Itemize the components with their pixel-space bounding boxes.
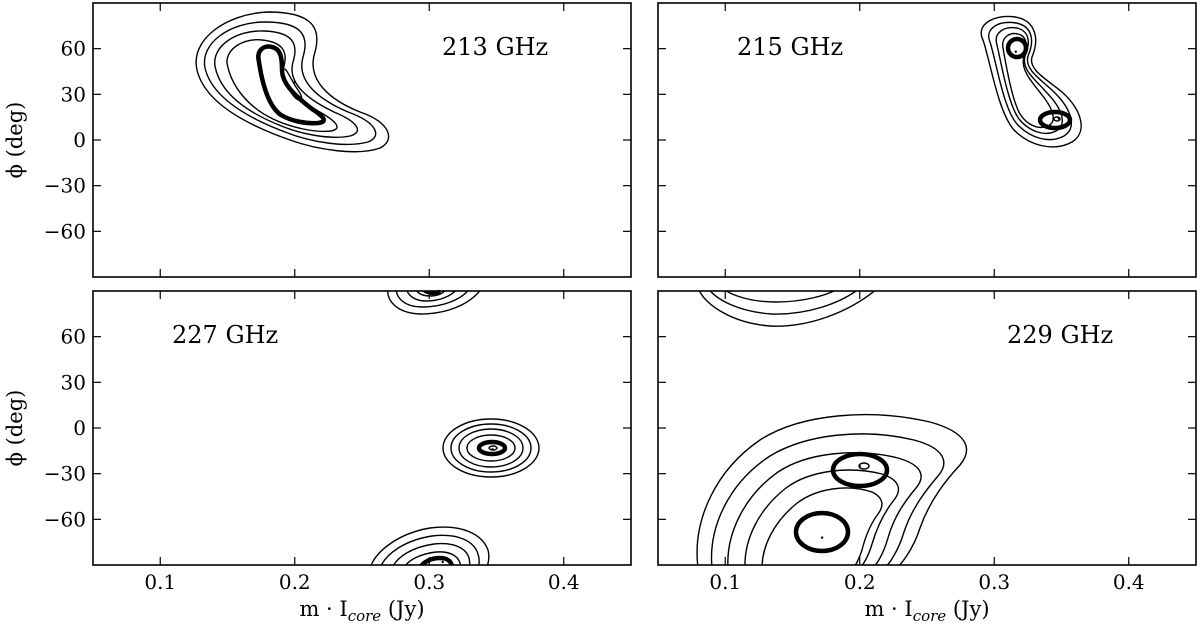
panel-229ghz: 0.1 0.2 0.3 0.4 229 GHz m · Icore (Jy) xyxy=(657,290,1197,625)
frame-229ghz xyxy=(657,290,1197,566)
label-229ghz: 229 GHz xyxy=(1007,321,1113,349)
contour-227-mid-5 xyxy=(476,439,508,457)
contour-213-level-2 xyxy=(203,21,377,146)
peak-marker-0 xyxy=(437,289,440,293)
contours-229ghz xyxy=(696,291,968,565)
y-tick-label: 0 xyxy=(73,416,86,440)
contour-213-level-1 xyxy=(195,11,390,153)
contour-215-level-2 xyxy=(988,21,1073,141)
contour-215-level-5b xyxy=(1037,109,1073,131)
contour-229-out-5 xyxy=(761,487,883,565)
x-tick-label: 0.2 xyxy=(279,570,311,594)
contour-229-top-1 xyxy=(698,291,876,327)
peak-marker-2 xyxy=(441,560,444,564)
peak-marker-0 xyxy=(293,80,296,84)
contour-227-top-4 xyxy=(415,291,446,297)
peak-marker-0 xyxy=(1014,50,1017,53)
contour-227-mid-3 xyxy=(458,428,524,468)
contour-227-top-2 xyxy=(395,291,469,308)
y-tick-label: 30 xyxy=(61,370,86,394)
contour-229-top-2 xyxy=(709,291,858,315)
x-axis-label-229ghz: m · Icore (Jy) xyxy=(864,597,989,625)
contour-227-top-3 xyxy=(406,291,457,302)
contours-213ghz xyxy=(195,11,390,153)
contour-229-top-3 xyxy=(725,291,836,303)
contour-229-out-3 xyxy=(727,452,922,565)
y-tick-label: 60 xyxy=(61,37,86,61)
label-227ghz: 227 GHz xyxy=(172,321,278,349)
x-tick-label: 0.3 xyxy=(978,570,1010,594)
ticks-229ghz: 0.1 0.2 0.3 0.4 xyxy=(658,291,1196,594)
label-215ghz: 215 GHz xyxy=(737,33,843,61)
y-tick-label: −60 xyxy=(44,219,86,243)
contour-227-mid-1 xyxy=(442,418,540,478)
x-tick-label: 0.4 xyxy=(548,570,580,594)
ticks-227ghz: 0.1 0.2 0.3 0.4 60 30 0 −30 −60 xyxy=(44,289,631,594)
contour-227-bot-3 xyxy=(392,542,471,565)
x-tick-label: 0.4 xyxy=(1113,570,1145,594)
contour-229-upper-peak xyxy=(830,451,890,489)
contour-215-level-3 xyxy=(995,26,1063,135)
y-tick-label: −30 xyxy=(44,174,86,198)
contour-229-out-2 xyxy=(710,433,945,565)
contour-227-bot-4 xyxy=(405,551,462,565)
x-axis-label-227ghz-sub: core xyxy=(348,607,382,625)
x-axis-label-229ghz-sub: core xyxy=(913,607,947,625)
y-tick-label: −60 xyxy=(44,507,86,531)
contour-227-bot-5 xyxy=(419,555,454,565)
contour-227-top-1 xyxy=(387,291,481,315)
label-213ghz: 213 GHz xyxy=(442,33,548,61)
contour-215-level-1 xyxy=(980,15,1082,148)
contour-229-out-4 xyxy=(744,469,900,565)
peak-marker-2 xyxy=(820,536,824,539)
contour-215-level-5a xyxy=(1005,36,1029,60)
contour-229-lower-peak xyxy=(793,510,851,554)
x-tick-label: 0.3 xyxy=(413,570,445,594)
contour-227-mid-4 xyxy=(466,434,516,462)
contour-227-mid-2 xyxy=(450,423,532,473)
peak-marker-1 xyxy=(1057,117,1061,120)
peak-marker-1 xyxy=(858,464,861,468)
ticks-215ghz xyxy=(658,3,1196,277)
x-axis-label-227ghz: m · Icore (Jy) xyxy=(299,597,424,625)
frame-213ghz xyxy=(92,2,632,278)
contour-215-level-6b xyxy=(1053,116,1061,122)
x-tick-label: 0.2 xyxy=(844,570,876,594)
panel-215ghz: 215 GHz xyxy=(657,2,1197,278)
y-tick-label: 30 xyxy=(61,82,86,106)
x-tick-label: 0.1 xyxy=(709,570,741,594)
ticks-213ghz: 60 30 0 −30 −60 xyxy=(44,3,631,277)
y-axis-label-213ghz: ϕ (deg) xyxy=(3,102,27,179)
x-axis-label-229ghz-main: m · I xyxy=(864,597,912,621)
contour-213-level-3 xyxy=(214,30,359,138)
contours-227ghz xyxy=(370,291,540,565)
contour-215-level-4 xyxy=(1002,32,1054,129)
panel-213ghz: 60 30 0 −30 −60 213 GHz ϕ (deg) xyxy=(3,2,632,278)
contour-213-level-5 xyxy=(256,44,326,126)
peak-marker-1 xyxy=(491,448,494,451)
x-axis-label-229ghz-unit: (Jy) xyxy=(946,597,989,621)
contours-215ghz xyxy=(980,15,1082,148)
x-axis-label-227ghz-unit: (Jy) xyxy=(381,597,424,621)
y-axis-label-227ghz: ϕ (deg) xyxy=(3,390,27,467)
x-axis-label-227ghz-main: m · I xyxy=(299,597,347,621)
x-tick-label: 0.1 xyxy=(144,570,176,594)
y-tick-label: −30 xyxy=(44,462,86,486)
contour-213-level-6 xyxy=(282,68,303,101)
contour-227-bot-2 xyxy=(380,534,480,565)
y-tick-label: 60 xyxy=(61,325,86,349)
contour-229-out-1 xyxy=(696,413,968,565)
contour-227-bot-1 xyxy=(370,526,490,565)
y-tick-label: 0 xyxy=(73,128,86,152)
